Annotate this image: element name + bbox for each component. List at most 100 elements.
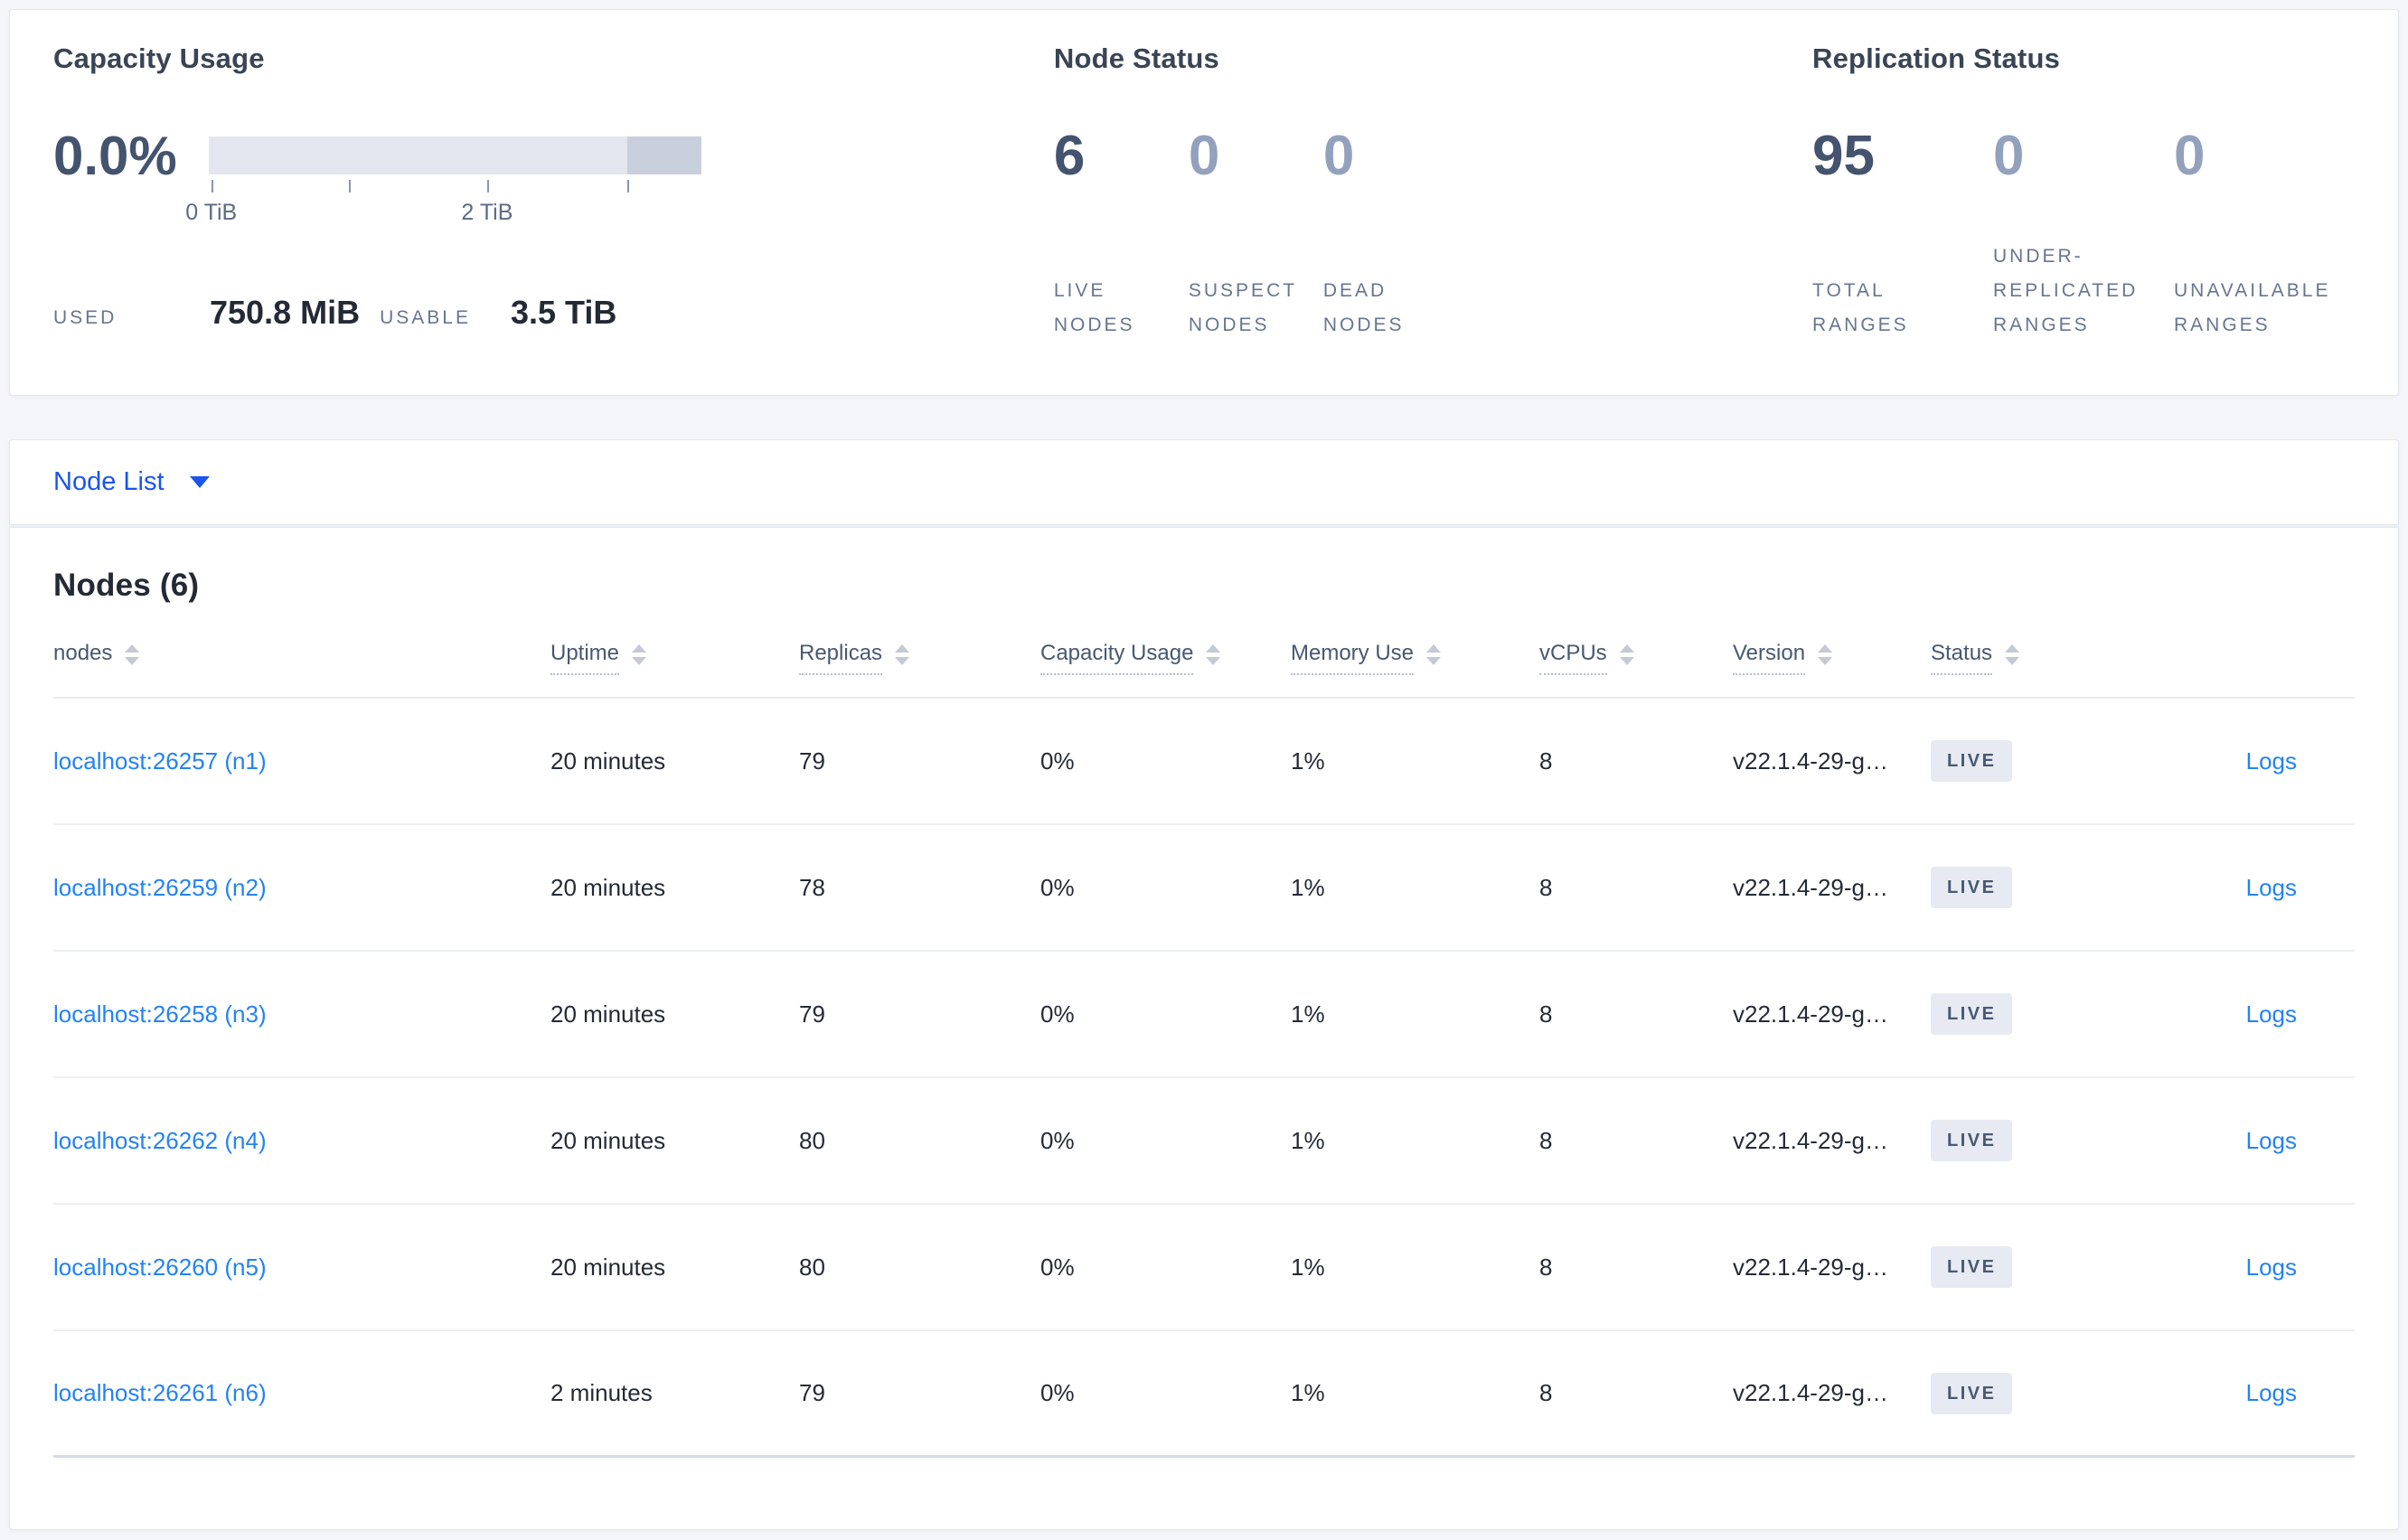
suspect-nodes-stat: 0 SUSPECT NODES bbox=[1189, 127, 1323, 343]
view-selector-bar: Node List bbox=[9, 439, 2399, 525]
table-row: localhost:26257 (n1) 20 minutes 79 0% 1%… bbox=[53, 699, 2355, 825]
live-status-badge: LIVE bbox=[1931, 1246, 2013, 1288]
status-cell: LIVE bbox=[1931, 1246, 2125, 1288]
status-cell: LIVE bbox=[1931, 1120, 2125, 1161]
column-header-capacity-usage[interactable]: Capacity Usage bbox=[1040, 640, 1291, 675]
sort-icon[interactable] bbox=[1206, 644, 1221, 665]
capacity-used-usable-row: USED 750.8 MiB USABLE 3.5 TiB bbox=[53, 294, 1054, 332]
table-row: localhost:26258 (n3) 20 minutes 79 0% 1%… bbox=[53, 952, 2355, 1078]
column-header-replicas[interactable]: Replicas bbox=[799, 640, 1040, 675]
table-row: localhost:26259 (n2) 20 minutes 78 0% 1%… bbox=[53, 825, 2355, 952]
chevron-down-icon[interactable] bbox=[189, 476, 210, 488]
table-row: localhost:26262 (n4) 20 minutes 80 0% 1%… bbox=[53, 1078, 2355, 1205]
capacity-cell: 0% bbox=[1040, 873, 1075, 901]
sort-icon[interactable] bbox=[2005, 644, 2020, 665]
version-cell: v22.1.4-29-g… bbox=[1733, 1126, 1888, 1154]
node-link[interactable]: localhost:26258 (n3) bbox=[53, 1000, 267, 1028]
logs-link[interactable]: Logs bbox=[2245, 1253, 2297, 1281]
under-replicated-ranges-stat: 0 UNDER-REPLICATED RANGES bbox=[1993, 127, 2174, 343]
status-cell: LIVE bbox=[1931, 867, 2125, 908]
column-header-uptime[interactable]: Uptime bbox=[550, 640, 799, 675]
version-cell: v22.1.4-29-g… bbox=[1733, 1253, 1888, 1281]
capacity-bar-track bbox=[209, 136, 701, 174]
uptime-cell: 20 minutes bbox=[550, 1000, 666, 1028]
memory-cell: 1% bbox=[1291, 1000, 1325, 1028]
nodes-table-header: nodes Uptime Replicas Capacity Usage Mem… bbox=[53, 640, 2355, 699]
node-link[interactable]: localhost:26261 (n6) bbox=[53, 1379, 267, 1406]
nodes-table-card: Nodes (6) nodes Uptime Replicas Capacity… bbox=[9, 527, 2399, 1530]
sort-icon[interactable] bbox=[1426, 644, 1442, 665]
sort-icon[interactable] bbox=[632, 644, 647, 665]
replicas-cell: 80 bbox=[799, 1126, 825, 1154]
under-replicated-ranges-value: 0 bbox=[1993, 125, 2025, 187]
logs-cell: Logs bbox=[2125, 1000, 2355, 1028]
total-ranges-value: 95 bbox=[1812, 125, 1875, 187]
capacity-cell: 0% bbox=[1040, 1000, 1075, 1028]
vcpus-cell: 8 bbox=[1539, 1000, 1553, 1028]
usable-value: 3.5 TiB bbox=[510, 294, 617, 331]
used-label: USED bbox=[53, 307, 118, 328]
node-address-cell: localhost:26260 (n5) bbox=[53, 1254, 550, 1282]
logs-cell: Logs bbox=[2125, 1379, 2355, 1407]
logs-link[interactable]: Logs bbox=[2245, 1126, 2297, 1154]
capacity-cell: 0% bbox=[1040, 1379, 1075, 1406]
sort-icon[interactable] bbox=[895, 644, 910, 665]
sort-icon[interactable] bbox=[125, 644, 140, 665]
capacity-cell: 0% bbox=[1040, 1126, 1075, 1154]
status-cell: LIVE bbox=[1931, 740, 2125, 782]
sort-icon[interactable] bbox=[1818, 644, 1833, 665]
node-address-cell: localhost:26258 (n3) bbox=[53, 1000, 550, 1028]
logs-link[interactable]: Logs bbox=[2245, 1000, 2297, 1028]
vcpus-cell: 8 bbox=[1539, 747, 1553, 775]
logs-cell: Logs bbox=[2125, 1127, 2355, 1155]
column-header-memory-use[interactable]: Memory Use bbox=[1291, 640, 1539, 675]
replicas-cell: 79 bbox=[799, 747, 825, 775]
logs-link[interactable]: Logs bbox=[2245, 1379, 2297, 1406]
live-status-badge: LIVE bbox=[1931, 867, 2013, 908]
node-link[interactable]: localhost:26262 (n4) bbox=[53, 1126, 267, 1154]
replicas-cell: 80 bbox=[799, 1253, 825, 1281]
axis-label-2tib: 2 TiB bbox=[461, 200, 513, 225]
column-header-vcpus[interactable]: vCPUs bbox=[1539, 640, 1733, 675]
logs-cell: Logs bbox=[2125, 747, 2355, 775]
capacity-axis-labels: 0 TiB 2 TiB bbox=[185, 200, 701, 227]
version-cell: v22.1.4-29-g… bbox=[1733, 747, 1888, 775]
column-header-nodes[interactable]: nodes bbox=[53, 640, 550, 675]
node-address-cell: localhost:26259 (n2) bbox=[53, 874, 550, 902]
dead-nodes-stat: 0 DEAD NODES bbox=[1323, 127, 1458, 343]
used-value: 750.8 MiB bbox=[210, 294, 361, 331]
replication-status-section: Replication Status 95 TOTAL RANGES 0 UND… bbox=[1812, 42, 2355, 359]
node-list-dropdown[interactable]: Node List bbox=[53, 467, 165, 496]
uptime-cell: 20 minutes bbox=[550, 1126, 666, 1154]
replicas-cell: 79 bbox=[799, 1000, 825, 1028]
column-header-logs-empty bbox=[2125, 640, 2355, 675]
live-status-badge: LIVE bbox=[1931, 993, 2013, 1035]
capacity-usage-bar: 0 TiB 2 TiB bbox=[185, 136, 701, 227]
dead-nodes-label: DEAD NODES bbox=[1322, 280, 1405, 335]
capacity-cell: 0% bbox=[1040, 1253, 1075, 1281]
vcpus-cell: 8 bbox=[1539, 1379, 1553, 1406]
column-header-version[interactable]: Version bbox=[1733, 640, 1931, 675]
vcpus-cell: 8 bbox=[1539, 1253, 1553, 1281]
axis-label-0tib: 0 TiB bbox=[185, 200, 238, 225]
logs-link[interactable]: Logs bbox=[2245, 747, 2297, 775]
column-header-status[interactable]: Status bbox=[1931, 640, 2125, 675]
sort-icon[interactable] bbox=[1619, 644, 1634, 665]
unavailable-ranges-value: 0 bbox=[2174, 125, 2206, 187]
table-row: localhost:26260 (n5) 20 minutes 80 0% 1%… bbox=[53, 1205, 2355, 1331]
node-address-cell: localhost:26257 (n1) bbox=[53, 747, 550, 775]
memory-cell: 1% bbox=[1291, 1126, 1325, 1154]
live-status-badge: LIVE bbox=[1931, 1372, 2013, 1414]
memory-cell: 1% bbox=[1291, 873, 1325, 901]
live-status-badge: LIVE bbox=[1931, 1120, 2013, 1161]
logs-cell: Logs bbox=[2125, 874, 2355, 902]
logs-link[interactable]: Logs bbox=[2245, 873, 2297, 901]
node-link[interactable]: localhost:26259 (n2) bbox=[53, 873, 267, 901]
live-status-badge: LIVE bbox=[1931, 740, 2013, 782]
total-ranges-stat: 95 TOTAL RANGES bbox=[1812, 127, 1993, 343]
node-link[interactable]: localhost:26257 (n1) bbox=[53, 747, 267, 775]
live-nodes-stat: 6 LIVE NODES bbox=[1054, 127, 1189, 343]
logs-cell: Logs bbox=[2125, 1254, 2355, 1282]
node-link[interactable]: localhost:26260 (n5) bbox=[53, 1253, 267, 1281]
